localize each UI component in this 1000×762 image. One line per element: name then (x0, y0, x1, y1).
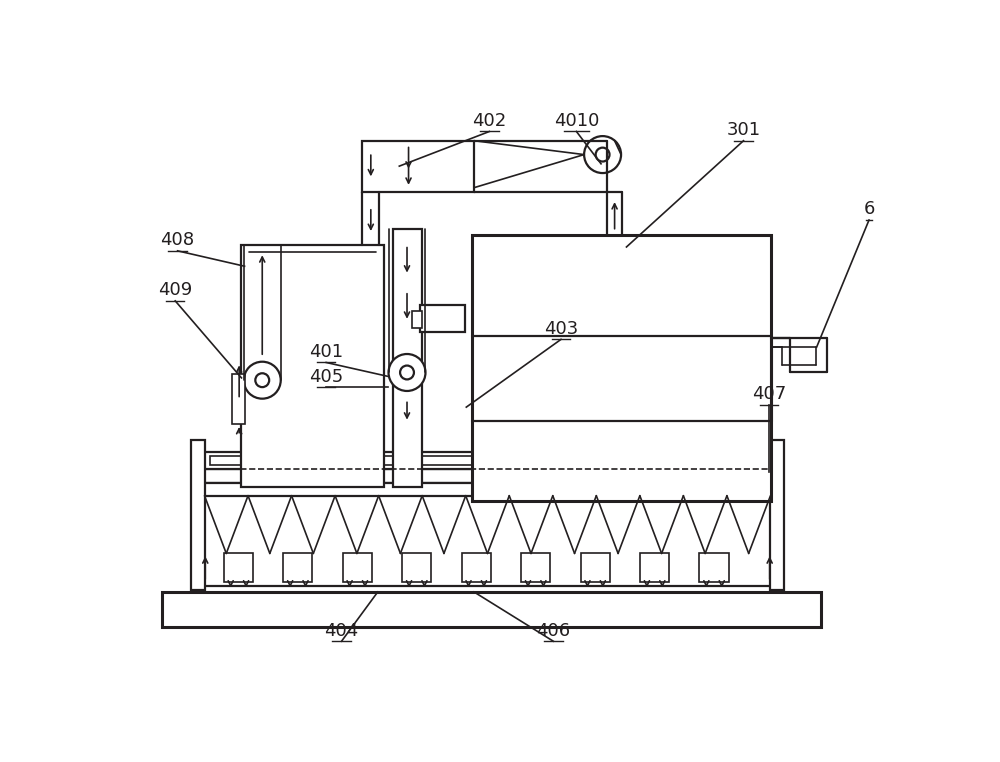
Bar (201, 452, 774, 469)
Bar (393, 229, 422, 487)
Bar (699, 553, 729, 582)
Bar (640, 553, 669, 582)
Bar (343, 553, 372, 582)
Circle shape (400, 366, 414, 379)
Text: 403: 403 (544, 320, 578, 338)
Circle shape (255, 373, 269, 387)
Bar (224, 553, 253, 582)
Bar (241, 245, 384, 487)
Circle shape (584, 136, 621, 173)
Bar (232, 374, 245, 424)
Bar (420, 305, 465, 331)
Bar (472, 235, 771, 501)
Bar (770, 440, 784, 590)
Bar (283, 553, 312, 582)
Bar (201, 469, 774, 586)
Bar (191, 440, 205, 590)
Bar (462, 553, 491, 582)
Bar (201, 469, 774, 482)
Circle shape (596, 148, 610, 162)
Text: 6: 6 (863, 200, 875, 219)
Bar (402, 553, 431, 582)
Text: 407: 407 (752, 386, 786, 403)
Text: 409: 409 (158, 281, 192, 299)
Bar (362, 141, 474, 191)
Text: 405: 405 (309, 367, 343, 386)
Text: 406: 406 (536, 622, 570, 639)
Bar (412, 311, 422, 328)
Text: 402: 402 (472, 112, 507, 130)
Circle shape (389, 354, 425, 391)
Bar (162, 592, 820, 626)
Bar (210, 456, 765, 465)
Bar (581, 553, 610, 582)
Text: 404: 404 (324, 622, 359, 639)
Bar (201, 482, 774, 496)
Text: 401: 401 (309, 343, 343, 361)
Text: 301: 301 (726, 121, 761, 139)
Circle shape (244, 362, 281, 399)
Bar (521, 553, 550, 582)
Text: 4010: 4010 (554, 112, 599, 130)
Text: 408: 408 (160, 232, 195, 249)
